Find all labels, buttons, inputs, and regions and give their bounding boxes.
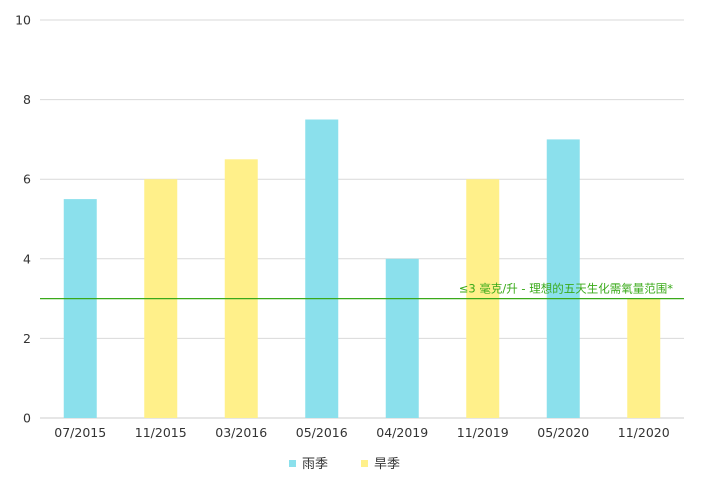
x-tick-label: 11/2015 bbox=[135, 425, 187, 440]
y-tick-label: 4 bbox=[23, 251, 31, 266]
y-tick-label: 6 bbox=[23, 172, 31, 187]
x-tick-label: 05/2020 bbox=[537, 425, 589, 440]
reference-line-label: ≤3 毫克/升 - 理想的五天生化需氧量范围* bbox=[459, 282, 673, 296]
y-axis-ticks: 0 2 4 6 8 10 bbox=[15, 13, 31, 426]
legend-label-1: 旱季 bbox=[374, 457, 400, 472]
x-tick-label: 03/2016 bbox=[215, 425, 267, 440]
x-tick-label: 11/2019 bbox=[457, 425, 509, 440]
x-axis-ticks: 07/2015 11/2015 03/2016 05/2016 04/2019 11/20… bbox=[54, 425, 669, 440]
y-tick-label: 0 bbox=[23, 411, 31, 426]
bar-05-2016 bbox=[305, 119, 339, 418]
x-tick-label: 04/2019 bbox=[376, 425, 428, 440]
bars bbox=[63, 119, 661, 419]
bar-07-2015 bbox=[63, 199, 97, 418]
y-tick-label: 2 bbox=[23, 331, 31, 346]
bar-05-2020 bbox=[546, 139, 580, 418]
x-tick-label: 05/2016 bbox=[296, 425, 348, 440]
x-tick-label: 11/2020 bbox=[618, 425, 670, 440]
legend-label-0: 雨季 bbox=[302, 457, 328, 472]
reference-line-group: ≤3 毫克/升 - 理想的五天生化需氧量范围* bbox=[40, 282, 684, 300]
legend-swatch-1 bbox=[361, 460, 368, 467]
bar-03-2016 bbox=[224, 159, 258, 419]
y-tick-label: 10 bbox=[15, 13, 31, 28]
bar-11-2020 bbox=[627, 298, 661, 418]
legend-swatch-0 bbox=[289, 460, 296, 467]
y-tick-label: 8 bbox=[23, 92, 31, 107]
x-tick-label: 07/2015 bbox=[54, 425, 106, 440]
grid-lines bbox=[40, 19, 684, 419]
bar-04-2019 bbox=[385, 258, 419, 418]
legend: 雨季 旱季 bbox=[289, 457, 400, 472]
